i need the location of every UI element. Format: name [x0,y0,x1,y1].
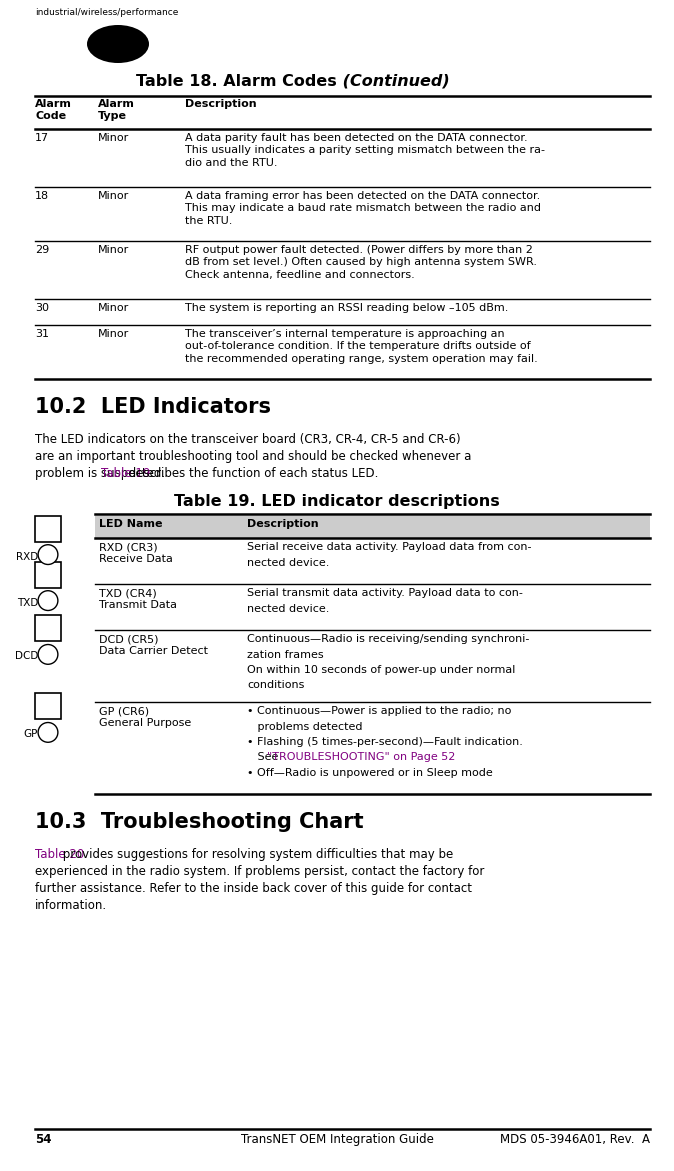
Text: TXD: TXD [17,597,38,608]
Text: industrial/wireless/performance: industrial/wireless/performance [35,8,179,18]
Text: Description: Description [185,100,257,109]
Ellipse shape [87,25,149,63]
Text: 18: 18 [35,191,49,201]
Text: GP (CR6)
General Purpose: GP (CR6) General Purpose [99,706,191,728]
Text: information.: information. [35,899,107,912]
Text: Table 18. Alarm Codes: Table 18. Alarm Codes [136,74,337,89]
Text: • Off—Radio is unpowered or in Sleep mode: • Off—Radio is unpowered or in Sleep mod… [247,768,493,778]
Text: nected device.: nected device. [247,603,330,614]
Text: 10.2  LED Indicators: 10.2 LED Indicators [35,397,271,417]
Text: zation frames: zation frames [247,650,324,659]
Text: Minor: Minor [98,245,129,255]
Text: Minor: Minor [98,329,129,338]
Text: 29: 29 [35,245,49,255]
Text: Continuous—Radio is receiving/sending synchroni-: Continuous—Radio is receiving/sending sy… [247,634,529,644]
Text: The system is reporting an RSSI reading below –105 dBm.: The system is reporting an RSSI reading … [185,303,508,313]
Text: Table 20: Table 20 [35,848,84,861]
Text: A data parity fault has been detected on the DATA connector.
This usually indica: A data parity fault has been detected on… [185,133,545,167]
Text: Table 19: Table 19 [101,467,150,480]
Circle shape [38,723,58,742]
Text: RXD (CR3)
Receive Data: RXD (CR3) Receive Data [99,542,173,564]
Text: GP: GP [24,730,38,739]
Text: nected device.: nected device. [247,557,330,568]
Text: 10.3  Troubleshooting Chart: 10.3 Troubleshooting Chart [35,812,364,833]
Text: are an important troubleshooting tool and should be checked whenever a: are an important troubleshooting tool an… [35,450,471,463]
Bar [35,616,61,642]
Text: Table 19. LED indicator descriptions: Table 19. LED indicator descriptions [174,494,500,509]
Text: 31: 31 [35,329,49,338]
Text: problem is suspected.: problem is suspected. [35,467,169,480]
Text: RF output power fault detected. (Power differs by more than 2
dB from set level.: RF output power fault detected. (Power d… [185,245,537,280]
Text: 54: 54 [35,1134,51,1146]
Bar [35,693,61,719]
Text: further assistance. Refer to the inside back cover of this guide for contact: further assistance. Refer to the inside … [35,882,472,895]
Text: The LED indicators on the transceiver board (CR3, CR-4, CR-5 and CR-6): The LED indicators on the transceiver bo… [35,433,460,446]
Text: • Continuous—Power is applied to the radio; no: • Continuous—Power is applied to the rad… [247,706,512,715]
Text: Description: Description [247,519,319,529]
Text: 17: 17 [35,133,49,143]
Circle shape [38,644,58,664]
Text: RXD: RXD [16,552,38,562]
Text: "TROUBLESHOOTING" on Page 52: "TROUBLESHOOTING" on Page 52 [267,753,455,762]
Text: See: See [247,753,282,762]
Bar [95,516,650,537]
Text: MDS 05-3946A01, Rev.  A: MDS 05-3946A01, Rev. A [500,1134,650,1146]
Text: Serial receive data activity. Payload data from con-: Serial receive data activity. Payload da… [247,542,532,552]
Text: Minor: Minor [98,303,129,313]
Text: Minor: Minor [98,191,129,201]
Text: MDS: MDS [100,37,135,52]
Text: Serial transmit data activity. Payload data to con-: Serial transmit data activity. Payload d… [247,588,523,598]
Text: Alarm
Type: Alarm Type [98,100,135,121]
Text: DCD: DCD [15,651,38,662]
Circle shape [38,590,58,610]
Text: • Flashing (5 times-per-second)—Fault indication.: • Flashing (5 times-per-second)—Fault in… [247,737,523,747]
Text: TransNET OEM Integration Guide: TransNET OEM Integration Guide [241,1134,433,1146]
Text: problems detected: problems detected [247,721,363,732]
Text: LED Name: LED Name [99,519,162,529]
Text: Alarm
Code: Alarm Code [35,100,72,121]
Text: The transceiver’s internal temperature is approaching an
out-of-tolerance condit: The transceiver’s internal temperature i… [185,329,538,364]
Text: (Continued): (Continued) [337,74,450,89]
Bar [35,515,61,542]
Text: conditions: conditions [247,680,305,691]
Text: 30: 30 [35,303,49,313]
Text: On within 10 seconds of power-up under normal: On within 10 seconds of power-up under n… [247,665,516,674]
Circle shape [38,545,58,564]
Bar [35,562,61,588]
Text: provides suggestions for resolving system difficulties that may be: provides suggestions for resolving syste… [59,848,454,861]
Text: experienced in the radio system. If problems persist, contact the factory for: experienced in the radio system. If prob… [35,865,485,878]
Text: Minor: Minor [98,133,129,143]
Text: DCD (CR5)
Data Carrier Detect: DCD (CR5) Data Carrier Detect [99,634,208,657]
Text: describes the function of each status LED.: describes the function of each status LE… [125,467,379,480]
Text: A data framing error has been detected on the DATA connector.
This may indicate : A data framing error has been detected o… [185,191,541,226]
Text: TXD (CR4)
Transmit Data: TXD (CR4) Transmit Data [99,588,177,610]
